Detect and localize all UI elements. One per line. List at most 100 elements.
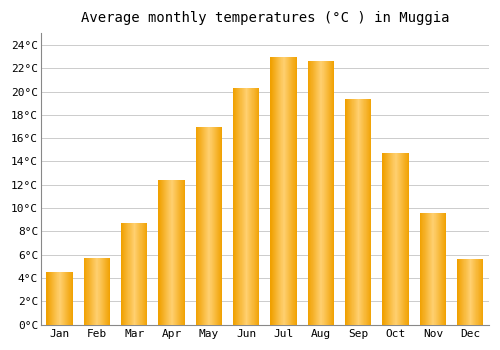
Bar — [104, 258, 106, 325]
Bar — [404, 153, 405, 325]
Bar — [207, 126, 208, 325]
Bar — [53, 272, 54, 325]
Bar — [274, 57, 275, 325]
Bar — [220, 126, 221, 325]
Bar — [472, 259, 473, 325]
Bar — [394, 153, 395, 325]
Bar — [271, 57, 272, 325]
Bar — [358, 98, 360, 325]
Bar — [58, 272, 59, 325]
Bar — [178, 180, 179, 325]
Bar — [141, 223, 142, 325]
Bar — [400, 153, 401, 325]
Bar — [97, 258, 98, 325]
Bar — [390, 153, 391, 325]
Bar — [328, 61, 330, 325]
Bar — [286, 57, 287, 325]
Bar — [48, 272, 49, 325]
Bar — [466, 259, 467, 325]
Bar — [200, 126, 201, 325]
Bar — [208, 126, 209, 325]
Bar — [470, 259, 472, 325]
Bar — [69, 272, 70, 325]
Bar — [366, 98, 367, 325]
Bar — [121, 223, 122, 325]
Bar — [288, 57, 289, 325]
Bar — [437, 213, 438, 325]
Bar — [313, 61, 314, 325]
Bar — [129, 223, 130, 325]
Bar — [170, 180, 171, 325]
Bar — [49, 272, 50, 325]
Bar — [216, 126, 218, 325]
Bar — [284, 57, 285, 325]
Bar — [467, 259, 468, 325]
Bar — [214, 126, 215, 325]
Bar — [254, 88, 255, 325]
Bar — [255, 88, 256, 325]
Bar — [246, 88, 248, 325]
Bar — [63, 272, 64, 325]
Bar — [107, 258, 108, 325]
Bar — [235, 88, 236, 325]
Bar — [108, 258, 109, 325]
Bar — [210, 126, 211, 325]
Bar — [316, 61, 317, 325]
Bar — [391, 153, 392, 325]
Bar — [177, 180, 178, 325]
Bar — [310, 61, 311, 325]
Bar — [427, 213, 428, 325]
Bar — [109, 258, 110, 325]
Bar — [389, 153, 390, 325]
Bar — [253, 88, 254, 325]
Bar — [252, 88, 253, 325]
Bar — [356, 98, 357, 325]
Bar — [395, 153, 396, 325]
Bar — [402, 153, 403, 325]
Bar — [163, 180, 164, 325]
Bar — [428, 213, 429, 325]
Bar — [276, 57, 277, 325]
Bar — [144, 223, 145, 325]
Bar — [442, 213, 443, 325]
Bar — [248, 88, 249, 325]
Bar — [464, 259, 465, 325]
Bar — [52, 272, 53, 325]
Bar — [363, 98, 364, 325]
Bar — [143, 223, 144, 325]
Bar — [324, 61, 325, 325]
Bar — [283, 57, 284, 325]
Bar — [431, 213, 432, 325]
Bar — [172, 180, 173, 325]
Bar — [219, 126, 220, 325]
Bar — [169, 180, 170, 325]
Bar — [388, 153, 389, 325]
Bar — [361, 98, 362, 325]
Bar — [290, 57, 291, 325]
Bar — [238, 88, 239, 325]
Bar — [459, 259, 460, 325]
Bar — [422, 213, 423, 325]
Bar — [325, 61, 326, 325]
Bar — [405, 153, 406, 325]
Bar — [273, 57, 274, 325]
Bar — [209, 126, 210, 325]
Bar — [483, 259, 484, 325]
Bar — [50, 272, 51, 325]
Bar — [399, 153, 400, 325]
Bar — [249, 88, 250, 325]
Bar — [56, 272, 57, 325]
Bar — [398, 153, 399, 325]
Bar — [215, 126, 216, 325]
Bar — [196, 126, 197, 325]
Bar — [480, 259, 481, 325]
Bar — [128, 223, 129, 325]
Bar — [279, 57, 280, 325]
Bar — [432, 213, 433, 325]
Bar — [386, 153, 387, 325]
Bar — [439, 213, 440, 325]
Bar — [383, 153, 384, 325]
Bar — [320, 61, 321, 325]
Bar — [275, 57, 276, 325]
Bar — [458, 259, 459, 325]
